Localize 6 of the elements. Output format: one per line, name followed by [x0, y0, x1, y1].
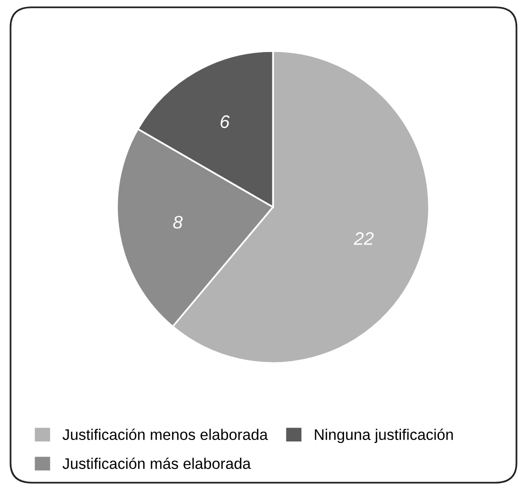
legend-label: Justificación más elaborada: [62, 458, 251, 470]
legend-label: Justificación menos elaborada: [62, 428, 268, 440]
data-label: 6: [220, 115, 230, 128]
data-label: 8: [173, 216, 183, 229]
legend-label: Ninguna justificación: [314, 428, 453, 444]
data-label: 22: [354, 232, 374, 245]
